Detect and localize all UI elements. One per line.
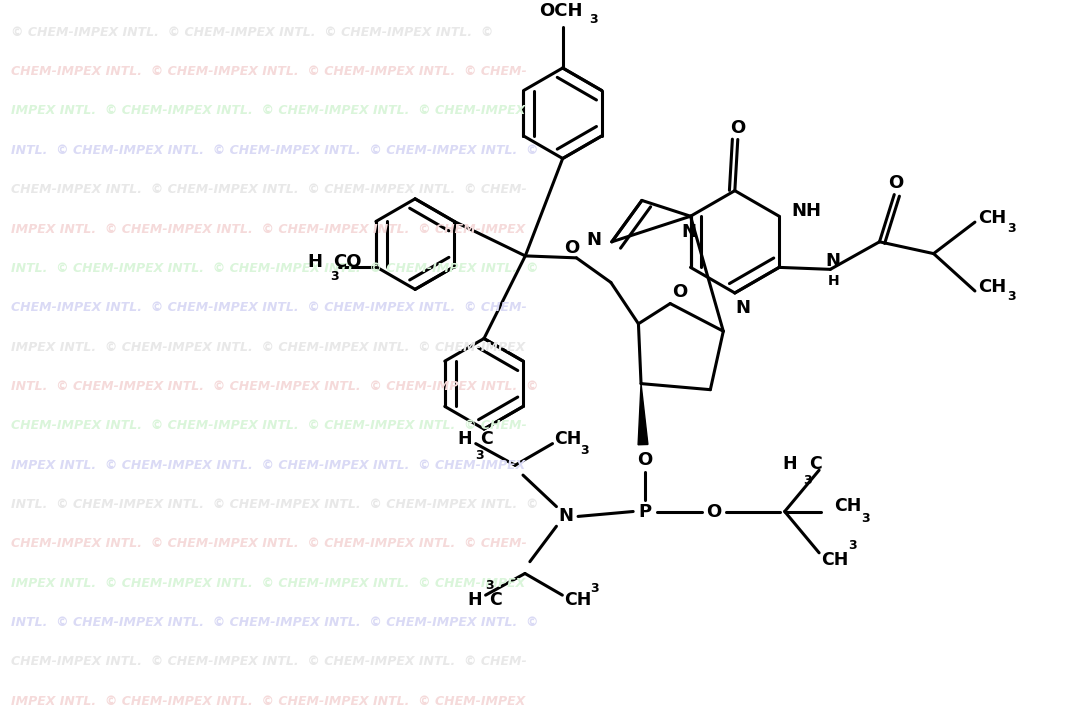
Text: O: O [889,174,904,192]
Text: O: O [637,451,652,470]
Text: O: O [673,283,688,301]
Text: N: N [826,253,841,271]
Text: O: O [730,119,745,137]
Text: IMPEX INTL.  © CHEM-IMPEX INTL.  © CHEM-IMPEX INTL.  © CHEM-IMPEX: IMPEX INTL. © CHEM-IMPEX INTL. © CHEM-IM… [11,695,525,707]
Text: H: H [467,591,482,609]
Text: INTL.  © CHEM-IMPEX INTL.  © CHEM-IMPEX INTL.  © CHEM-IMPEX INTL.  ©: INTL. © CHEM-IMPEX INTL. © CHEM-IMPEX IN… [11,262,538,275]
Text: CH: CH [978,209,1006,227]
Text: 3: 3 [861,512,870,525]
Text: NH: NH [792,203,821,221]
Text: 3: 3 [803,473,812,487]
Text: IMPEX INTL.  © CHEM-IMPEX INTL.  © CHEM-IMPEX INTL.  © CHEM-IMPEX: IMPEX INTL. © CHEM-IMPEX INTL. © CHEM-IM… [11,341,525,354]
Text: CHEM-IMPEX INTL.  © CHEM-IMPEX INTL.  © CHEM-IMPEX INTL.  © CHEM-: CHEM-IMPEX INTL. © CHEM-IMPEX INTL. © CH… [11,65,526,78]
Text: OCH: OCH [539,1,583,20]
Text: CH: CH [834,497,861,515]
Text: INTL.  © CHEM-IMPEX INTL.  © CHEM-IMPEX INTL.  © CHEM-IMPEX INTL.  ©: INTL. © CHEM-IMPEX INTL. © CHEM-IMPEX IN… [11,144,538,157]
Polygon shape [638,384,648,445]
Text: CH: CH [564,591,591,609]
Text: H: H [457,430,472,448]
Text: 3: 3 [1007,291,1016,304]
Text: H: H [828,274,839,288]
Text: 3: 3 [1007,221,1016,235]
Text: CHEM-IMPEX INTL.  © CHEM-IMPEX INTL.  © CHEM-IMPEX INTL.  © CHEM-: CHEM-IMPEX INTL. © CHEM-IMPEX INTL. © CH… [11,183,526,196]
Text: 3: 3 [580,444,589,457]
Text: N: N [587,231,601,249]
Text: N: N [736,299,750,316]
Text: © CHEM-IMPEX INTL.  © CHEM-IMPEX INTL.  © CHEM-IMPEX INTL.  ©: © CHEM-IMPEX INTL. © CHEM-IMPEX INTL. © … [11,26,493,39]
Text: CH: CH [554,430,582,448]
Text: H: H [783,455,797,473]
Text: 3: 3 [590,581,599,595]
Text: INTL.  © CHEM-IMPEX INTL.  © CHEM-IMPEX INTL.  © CHEM-IMPEX INTL.  ©: INTL. © CHEM-IMPEX INTL. © CHEM-IMPEX IN… [11,380,538,393]
Text: INTL.  © CHEM-IMPEX INTL.  © CHEM-IMPEX INTL.  © CHEM-IMPEX INTL.  ©: INTL. © CHEM-IMPEX INTL. © CHEM-IMPEX IN… [11,498,538,511]
Text: CH: CH [821,551,848,569]
Text: CH: CH [978,278,1006,296]
Text: 3: 3 [475,449,484,462]
Text: H: H [308,253,323,271]
Text: 3: 3 [485,579,494,592]
Text: C: C [809,455,822,473]
Text: P: P [638,503,651,521]
Text: IMPEX INTL.  © CHEM-IMPEX INTL.  © CHEM-IMPEX INTL.  © CHEM-IMPEX: IMPEX INTL. © CHEM-IMPEX INTL. © CHEM-IM… [11,105,525,117]
Text: N: N [559,508,574,526]
Text: IMPEX INTL.  © CHEM-IMPEX INTL.  © CHEM-IMPEX INTL.  © CHEM-IMPEX: IMPEX INTL. © CHEM-IMPEX INTL. © CHEM-IM… [11,223,525,236]
Text: C: C [480,430,493,448]
Text: CHEM-IMPEX INTL.  © CHEM-IMPEX INTL.  © CHEM-IMPEX INTL.  © CHEM-: CHEM-IMPEX INTL. © CHEM-IMPEX INTL. © CH… [11,420,526,432]
Text: CO: CO [333,253,361,271]
Text: O: O [706,503,722,521]
Text: 3: 3 [330,270,339,283]
Text: 3: 3 [589,13,598,26]
Text: N: N [681,223,697,241]
Text: 3: 3 [848,539,857,553]
Text: CHEM-IMPEX INTL.  © CHEM-IMPEX INTL.  © CHEM-IMPEX INTL.  © CHEM-: CHEM-IMPEX INTL. © CHEM-IMPEX INTL. © CH… [11,655,526,669]
Text: IMPEX INTL.  © CHEM-IMPEX INTL.  © CHEM-IMPEX INTL.  © CHEM-IMPEX: IMPEX INTL. © CHEM-IMPEX INTL. © CHEM-IM… [11,576,525,590]
Text: INTL.  © CHEM-IMPEX INTL.  © CHEM-IMPEX INTL.  © CHEM-IMPEX INTL.  ©: INTL. © CHEM-IMPEX INTL. © CHEM-IMPEX IN… [11,616,538,629]
Text: CHEM-IMPEX INTL.  © CHEM-IMPEX INTL.  © CHEM-IMPEX INTL.  © CHEM-: CHEM-IMPEX INTL. © CHEM-IMPEX INTL. © CH… [11,301,526,314]
Text: C: C [489,591,502,609]
Text: CHEM-IMPEX INTL.  © CHEM-IMPEX INTL.  © CHEM-IMPEX INTL.  © CHEM-: CHEM-IMPEX INTL. © CHEM-IMPEX INTL. © CH… [11,537,526,551]
Text: IMPEX INTL.  © CHEM-IMPEX INTL.  © CHEM-IMPEX INTL.  © CHEM-IMPEX: IMPEX INTL. © CHEM-IMPEX INTL. © CHEM-IM… [11,459,525,472]
Text: O: O [564,239,579,257]
